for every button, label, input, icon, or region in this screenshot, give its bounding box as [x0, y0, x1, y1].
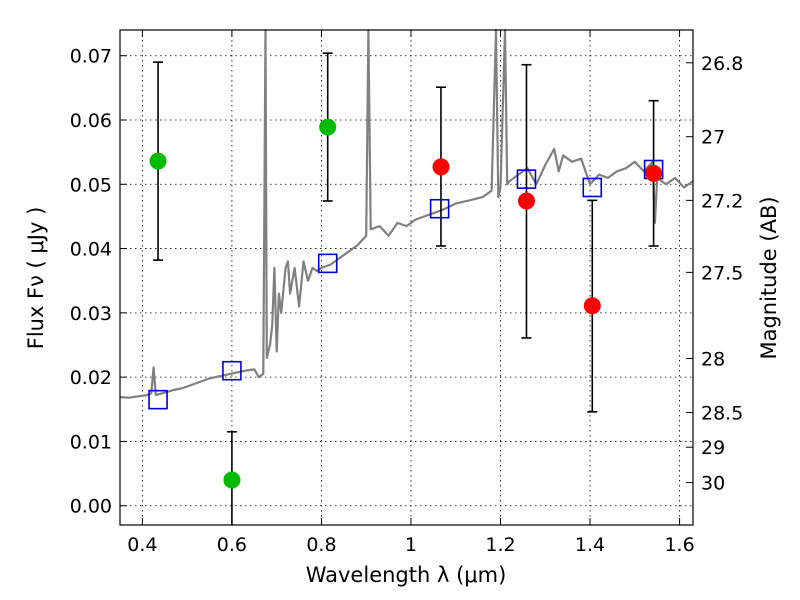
model-flux-square	[222, 360, 242, 381]
model-flux-square	[582, 177, 603, 198]
right-tick-label: 27	[701, 127, 725, 149]
y-tick-label: 0.02	[70, 367, 112, 389]
y-tick-label: 0.07	[70, 46, 112, 68]
x-axis-label: Wavelength λ (μm)	[306, 563, 507, 587]
grid-lines	[120, 30, 693, 525]
right-tick-label: 28	[701, 349, 725, 371]
detection-point	[583, 297, 601, 315]
y-tick-label: 0.04	[70, 239, 112, 261]
plot-frame	[119, 29, 694, 526]
y-axis-label: Flux Fν ( μJy )	[24, 207, 48, 350]
x-tick-label: 1	[405, 534, 417, 556]
model-flux-square	[429, 198, 450, 219]
x-tick-label: 1.6	[664, 534, 694, 556]
spectrum-line	[119, 28, 694, 399]
right-tick-label: 30	[701, 473, 725, 495]
y-tick-label: 0.06	[70, 110, 112, 132]
y-tick-label: 0.00	[70, 496, 112, 518]
right-tick-label: 28.5	[701, 403, 743, 425]
right-tick-label: 26.8	[701, 53, 743, 75]
y-tick-label: 0.05	[70, 174, 112, 196]
x-tick-label: 0.6	[217, 534, 247, 556]
limit-point	[319, 118, 337, 136]
limit-point	[149, 152, 167, 170]
model-flux-square	[317, 253, 338, 274]
y-tick-label: 0.01	[70, 431, 112, 453]
right-axis-label: Magnitude (AB)	[757, 196, 781, 359]
limit-point	[223, 471, 241, 489]
right-tick-label: 29	[701, 437, 725, 459]
marker-layer	[148, 118, 664, 489]
right-tick-label: 27.2	[701, 190, 743, 212]
x-tick-label: 0.8	[306, 534, 336, 556]
detection-point	[517, 192, 535, 210]
x-tick-label: 1.4	[575, 534, 605, 556]
model-flux-square	[148, 389, 168, 410]
errorbar-layer	[153, 52, 659, 525]
detection-point	[432, 158, 450, 176]
right-tick-label: 27.5	[701, 262, 743, 284]
detection-point	[645, 164, 663, 182]
x-tick-label: 1.2	[485, 534, 515, 556]
x-tick-label: 0.4	[127, 534, 157, 556]
spectrum-layer	[119, 28, 694, 399]
model-flux-square	[516, 169, 537, 189]
y-tick-label: 0.03	[70, 303, 112, 325]
tick-layer: 0.4 0.6 0.8 1 1.2 1.4 1.6 0.00 0.01 0.02 0.03 0.04 0…	[70, 30, 743, 556]
